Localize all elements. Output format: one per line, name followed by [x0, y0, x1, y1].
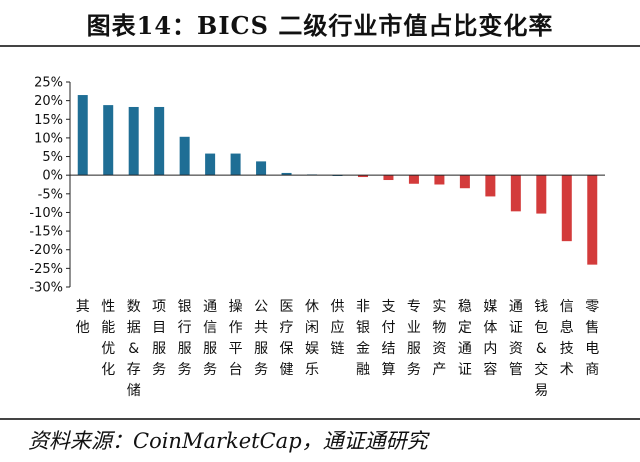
- category-label: 供应链: [331, 299, 345, 357]
- category-label: 钱包&交易: [534, 299, 548, 399]
- bar: [434, 175, 445, 185]
- category-label: 非银金融: [356, 299, 370, 378]
- bar: [77, 95, 88, 176]
- bar: [179, 136, 190, 176]
- bar: [230, 153, 241, 176]
- bar: [281, 172, 292, 176]
- y-tick-label: -25%: [29, 262, 63, 277]
- bar: [256, 161, 267, 176]
- category-label: 零售电商: [585, 299, 599, 378]
- y-tick-label: 10%: [34, 131, 63, 146]
- category-label: 项目服务: [152, 299, 166, 378]
- y-tick-label: 15%: [34, 113, 63, 128]
- chart-title: 图表14：BICS 二级行业市值占比变化率: [86, 11, 554, 40]
- bar: [510, 175, 521, 212]
- category-label: 媒体内容: [483, 299, 497, 378]
- category-label: 其他: [76, 299, 90, 336]
- category-label: 休闲娱乐: [305, 299, 319, 378]
- bar: [128, 106, 139, 176]
- bar: [383, 175, 394, 181]
- y-tick-label: 5%: [42, 150, 63, 165]
- source-note: 资料来源：CoinMarketCap，通证通研究: [28, 429, 428, 453]
- category-label: 通证资管: [509, 299, 523, 378]
- bar: [408, 175, 419, 184]
- category-label: 数据&存储: [127, 299, 141, 399]
- bar: [205, 153, 216, 176]
- y-tick-label: 25%: [34, 76, 63, 91]
- bar: [357, 175, 368, 178]
- category-label: 专业服务: [407, 299, 421, 378]
- category-label: 通信服务: [203, 299, 217, 378]
- category-label: 信息技术: [560, 299, 574, 378]
- category-label: 实物资产: [432, 299, 446, 378]
- y-tick-label: -10%: [29, 206, 63, 221]
- bar-chart: 25%20%15%10%5%0%-5%-10%-15%-20%-25%-30% …: [29, 76, 605, 399]
- category-label: 性能优化: [101, 299, 115, 378]
- category-label: 公共服务: [254, 299, 268, 378]
- y-tick-label: -30%: [29, 281, 63, 296]
- bar: [459, 175, 470, 189]
- bar: [485, 175, 496, 197]
- y-axis: 25% 20% 15% 10% 5% 0% -5% -10% -15% -20% -25% -30%: [29, 76, 71, 296]
- category-label: 操作平台: [229, 299, 243, 378]
- bar: [103, 105, 114, 176]
- y-tick-label: -15%: [29, 225, 63, 240]
- bar: [561, 175, 572, 242]
- bar: [154, 106, 165, 176]
- bar: [587, 175, 598, 265]
- category-labels: 其他性能优化数据&存储项目服务银行服务通信服务操作平台公共服务医疗保健休闲娱乐供…: [76, 299, 600, 399]
- bars: [77, 95, 598, 265]
- category-label: 支付结算: [381, 299, 395, 378]
- y-tick-label: -20%: [29, 243, 63, 258]
- y-tick-label: -5%: [38, 187, 63, 202]
- category-label: 医疗保健: [280, 299, 294, 378]
- bar: [536, 175, 547, 214]
- category-label: 银行服务: [178, 299, 192, 378]
- y-tick-label: 0%: [42, 169, 63, 184]
- title-divider: [0, 45, 640, 47]
- footer-divider: [0, 418, 640, 420]
- y-tick-label: 20%: [34, 94, 63, 109]
- category-label: 稳定通证: [458, 299, 472, 378]
